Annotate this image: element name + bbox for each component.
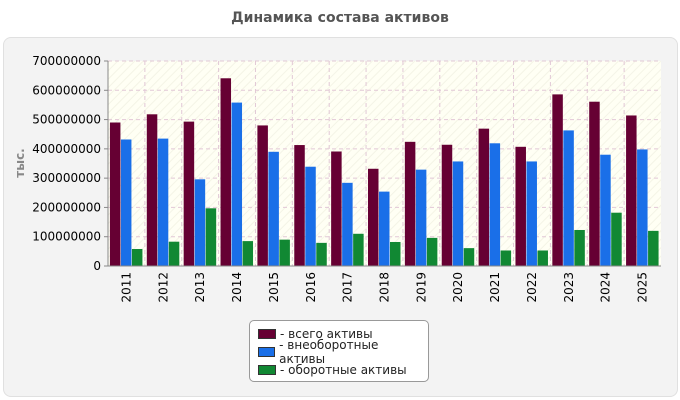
bar-2025-series-1: [637, 149, 648, 266]
legend-swatch: [258, 365, 276, 375]
bar-2011-series-0: [109, 122, 121, 266]
legend-swatch: [258, 347, 276, 357]
bar-2020-series-0: [441, 144, 453, 266]
bar-2022-series-0: [515, 146, 526, 266]
legend-label: - внеоборотные активы: [279, 338, 379, 366]
x-tick-labels: 2011 2012 2013 2014 2015 2016 2017 2018 2019 2020…: [119, 272, 649, 303]
bar-2016-series-1: [305, 166, 316, 266]
bar-2019-series-2: [426, 237, 438, 266]
bar-2021-series-0: [478, 128, 490, 266]
legend-label: - всего активы: [280, 327, 373, 341]
x-tick-label: 2019: [414, 272, 428, 303]
bar-2012-series-0: [146, 114, 158, 266]
bar-2023-series-0: [552, 94, 563, 266]
x-tick-label: 2020: [451, 272, 465, 303]
legend-item-1: - внеоборотные активы: [258, 338, 420, 366]
bar-2020-series-1: [452, 161, 464, 266]
bar-2023-series-1: [563, 130, 574, 266]
y-tick-label: 0: [93, 259, 101, 273]
bars: [109, 78, 659, 267]
bar-2013-series-2: [205, 208, 217, 266]
y-tick-label: 200000000: [32, 200, 101, 214]
y-tick-label: 700000000: [32, 54, 101, 68]
bar-2018-series-2: [390, 241, 401, 266]
bar-2024-series-1: [600, 154, 611, 266]
x-tick-label: 2011: [119, 272, 133, 303]
y-tick-label: 100000000: [32, 230, 101, 244]
legend: - всего активы - внеоборотные активы - обо…: [249, 320, 429, 382]
bar-2021-series-1: [489, 143, 501, 266]
x-tick-label: 2023: [562, 272, 576, 303]
x-tick-label: 2012: [156, 272, 170, 303]
bar-2011-series-1: [120, 139, 132, 266]
bar-2018-series-0: [368, 168, 379, 266]
bar-2019-series-0: [404, 141, 416, 266]
legend-item-2: - оборотные активы: [258, 361, 420, 379]
y-tick-label: 600000000: [32, 83, 101, 97]
y-tick-label: 400000000: [32, 142, 101, 156]
legend-item-0: - всего активы: [258, 325, 420, 343]
x-tick-label: 2025: [636, 272, 650, 303]
bar-2013-series-1: [194, 179, 206, 266]
x-tick-label: 2014: [230, 272, 244, 303]
bar-2014-series-1: [231, 102, 243, 266]
y-tick-labels: 0 100000000 200000000 300000000 400000000 500…: [32, 54, 108, 273]
bar-2013-series-0: [183, 121, 195, 266]
bar-2024-series-2: [611, 212, 622, 266]
bar-2019-series-1: [415, 169, 427, 266]
x-tick-label: 2013: [193, 272, 207, 303]
legend-swatch: [258, 329, 276, 339]
bar-2016-series-0: [294, 145, 305, 266]
legend-label: - оборотные активы: [280, 363, 407, 377]
bar-2015-series-1: [268, 151, 279, 266]
bar-2024-series-0: [589, 101, 600, 266]
bar-2015-series-0: [257, 125, 268, 266]
bar-2011-series-2: [131, 249, 143, 266]
bar-2014-series-2: [242, 241, 254, 266]
bar-2017-series-1: [342, 182, 353, 266]
bar-2022-series-1: [526, 161, 537, 266]
bar-2025-series-2: [648, 230, 659, 266]
x-tick-label: 2017: [341, 272, 355, 303]
x-tick-label: 2021: [488, 272, 502, 303]
bar-2012-series-1: [157, 138, 169, 266]
bar-2014-series-0: [220, 78, 232, 267]
bar-2017-series-2: [353, 233, 364, 266]
bar-2022-series-2: [537, 250, 548, 266]
bar-2018-series-1: [379, 191, 390, 266]
x-tick-label: 2018: [378, 272, 392, 303]
bar-2016-series-2: [316, 242, 327, 266]
bar-2017-series-0: [331, 151, 342, 266]
x-tick-label: 2024: [599, 272, 613, 303]
y-tick-label: 300000000: [32, 171, 101, 185]
x-tick-label: 2016: [304, 272, 318, 303]
bar-2025-series-0: [626, 115, 637, 266]
bar-2015-series-2: [279, 239, 290, 266]
bar-2023-series-2: [574, 229, 585, 266]
y-axis-label: тыс.: [13, 148, 27, 177]
chart-title: Динамика состава активов: [231, 10, 449, 26]
bar-2021-series-2: [500, 250, 512, 266]
y-tick-label: 500000000: [32, 113, 101, 127]
bar-2020-series-2: [463, 248, 475, 266]
x-tick-label: 2015: [267, 272, 281, 303]
bar-2012-series-2: [168, 241, 180, 266]
x-tick-label: 2022: [525, 272, 539, 303]
